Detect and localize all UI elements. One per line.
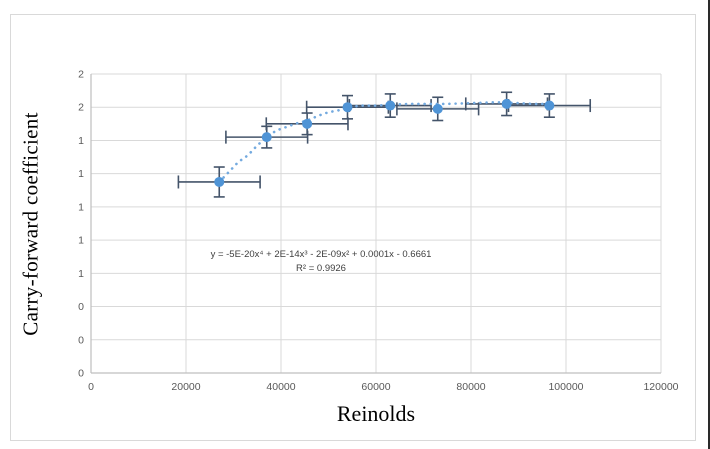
y-axis-tick-label: 0 xyxy=(78,334,84,346)
x-axis-title: Reinolds xyxy=(336,401,416,426)
y-axis-tick-label: 0 xyxy=(78,368,84,380)
y-axis-title: Carry-forward coefficient xyxy=(18,112,43,336)
data-point-marker xyxy=(385,100,396,111)
data-point-marker xyxy=(342,102,353,113)
chart-plot-border xyxy=(10,14,696,441)
y-axis-tick-label: 1 xyxy=(78,268,84,280)
y-axis-tick-label: 1 xyxy=(78,135,84,147)
data-point-marker xyxy=(501,98,512,109)
y-axis-tick-label: 1 xyxy=(78,235,84,247)
data-point-marker xyxy=(261,132,272,143)
trendline-equation: y = -5E-20x⁴ + 2E-14x³ - 2E-09x² + 0.000… xyxy=(210,249,432,260)
y-axis-tick-label: 1 xyxy=(78,201,84,213)
y-axis-tick-label: 1 xyxy=(78,168,84,180)
x-axis-tick-label: 0 xyxy=(88,381,94,393)
trendline-dotted-curve xyxy=(218,100,551,184)
y-axis-tick-label: 2 xyxy=(78,102,84,114)
image-right-border xyxy=(708,0,710,449)
x-axis-tick-label: 100000 xyxy=(548,381,583,393)
x-axis-tick-label: 120000 xyxy=(643,381,678,393)
r-squared-value: R² = 0.9926 xyxy=(296,263,346,274)
trendline-annotation: y = -5E-20x⁴ + 2E-14x³ - 2E-09x² + 0.000… xyxy=(211,248,432,276)
x-axis-tick-label: 60000 xyxy=(361,381,390,393)
x-axis-tick-label: 20000 xyxy=(171,381,200,393)
data-point-marker xyxy=(214,176,225,187)
x-axis-tick-label: 80000 xyxy=(456,381,485,393)
y-axis-tick-label: 2 xyxy=(78,69,84,81)
data-point-marker xyxy=(432,103,443,114)
data-point-marker xyxy=(302,118,313,129)
y-axis-tick-label: 0 xyxy=(78,301,84,313)
x-axis-tick-label: 40000 xyxy=(266,381,295,393)
data-point-marker xyxy=(544,100,555,111)
